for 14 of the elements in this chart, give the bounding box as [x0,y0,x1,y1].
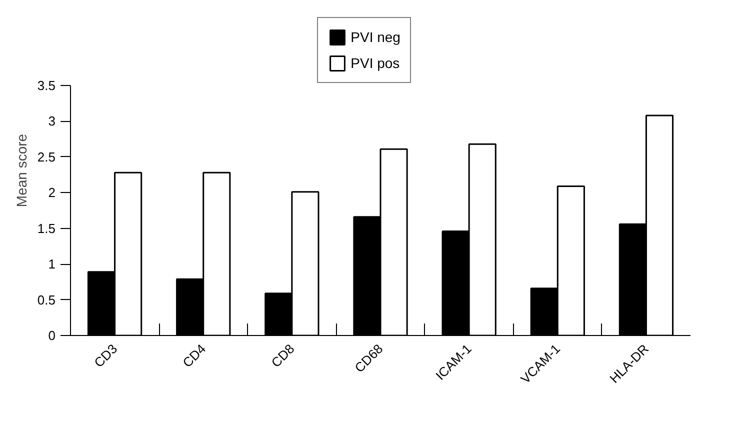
y-tick-label: 0.5 [37,292,56,308]
x-tick-label: CD3 [91,341,120,370]
legend-label: PVI neg [350,29,400,45]
y-tick-label: 2.5 [37,149,56,164]
y-tick-label: 0 [48,328,56,343]
y-tick-label: 1 [48,256,56,272]
legend-label: PVI pos [350,55,400,71]
y-tick-label: 2 [48,185,56,200]
y-tick-label: 1.5 [37,220,56,236]
y-axis-title: Mean score [13,134,30,208]
x-tick-label: CD4 [180,341,209,370]
y-tick-label: 3.5 [37,78,56,93]
y-tick-label: 3 [48,114,56,129]
x-tick-label: CD8 [268,341,298,370]
